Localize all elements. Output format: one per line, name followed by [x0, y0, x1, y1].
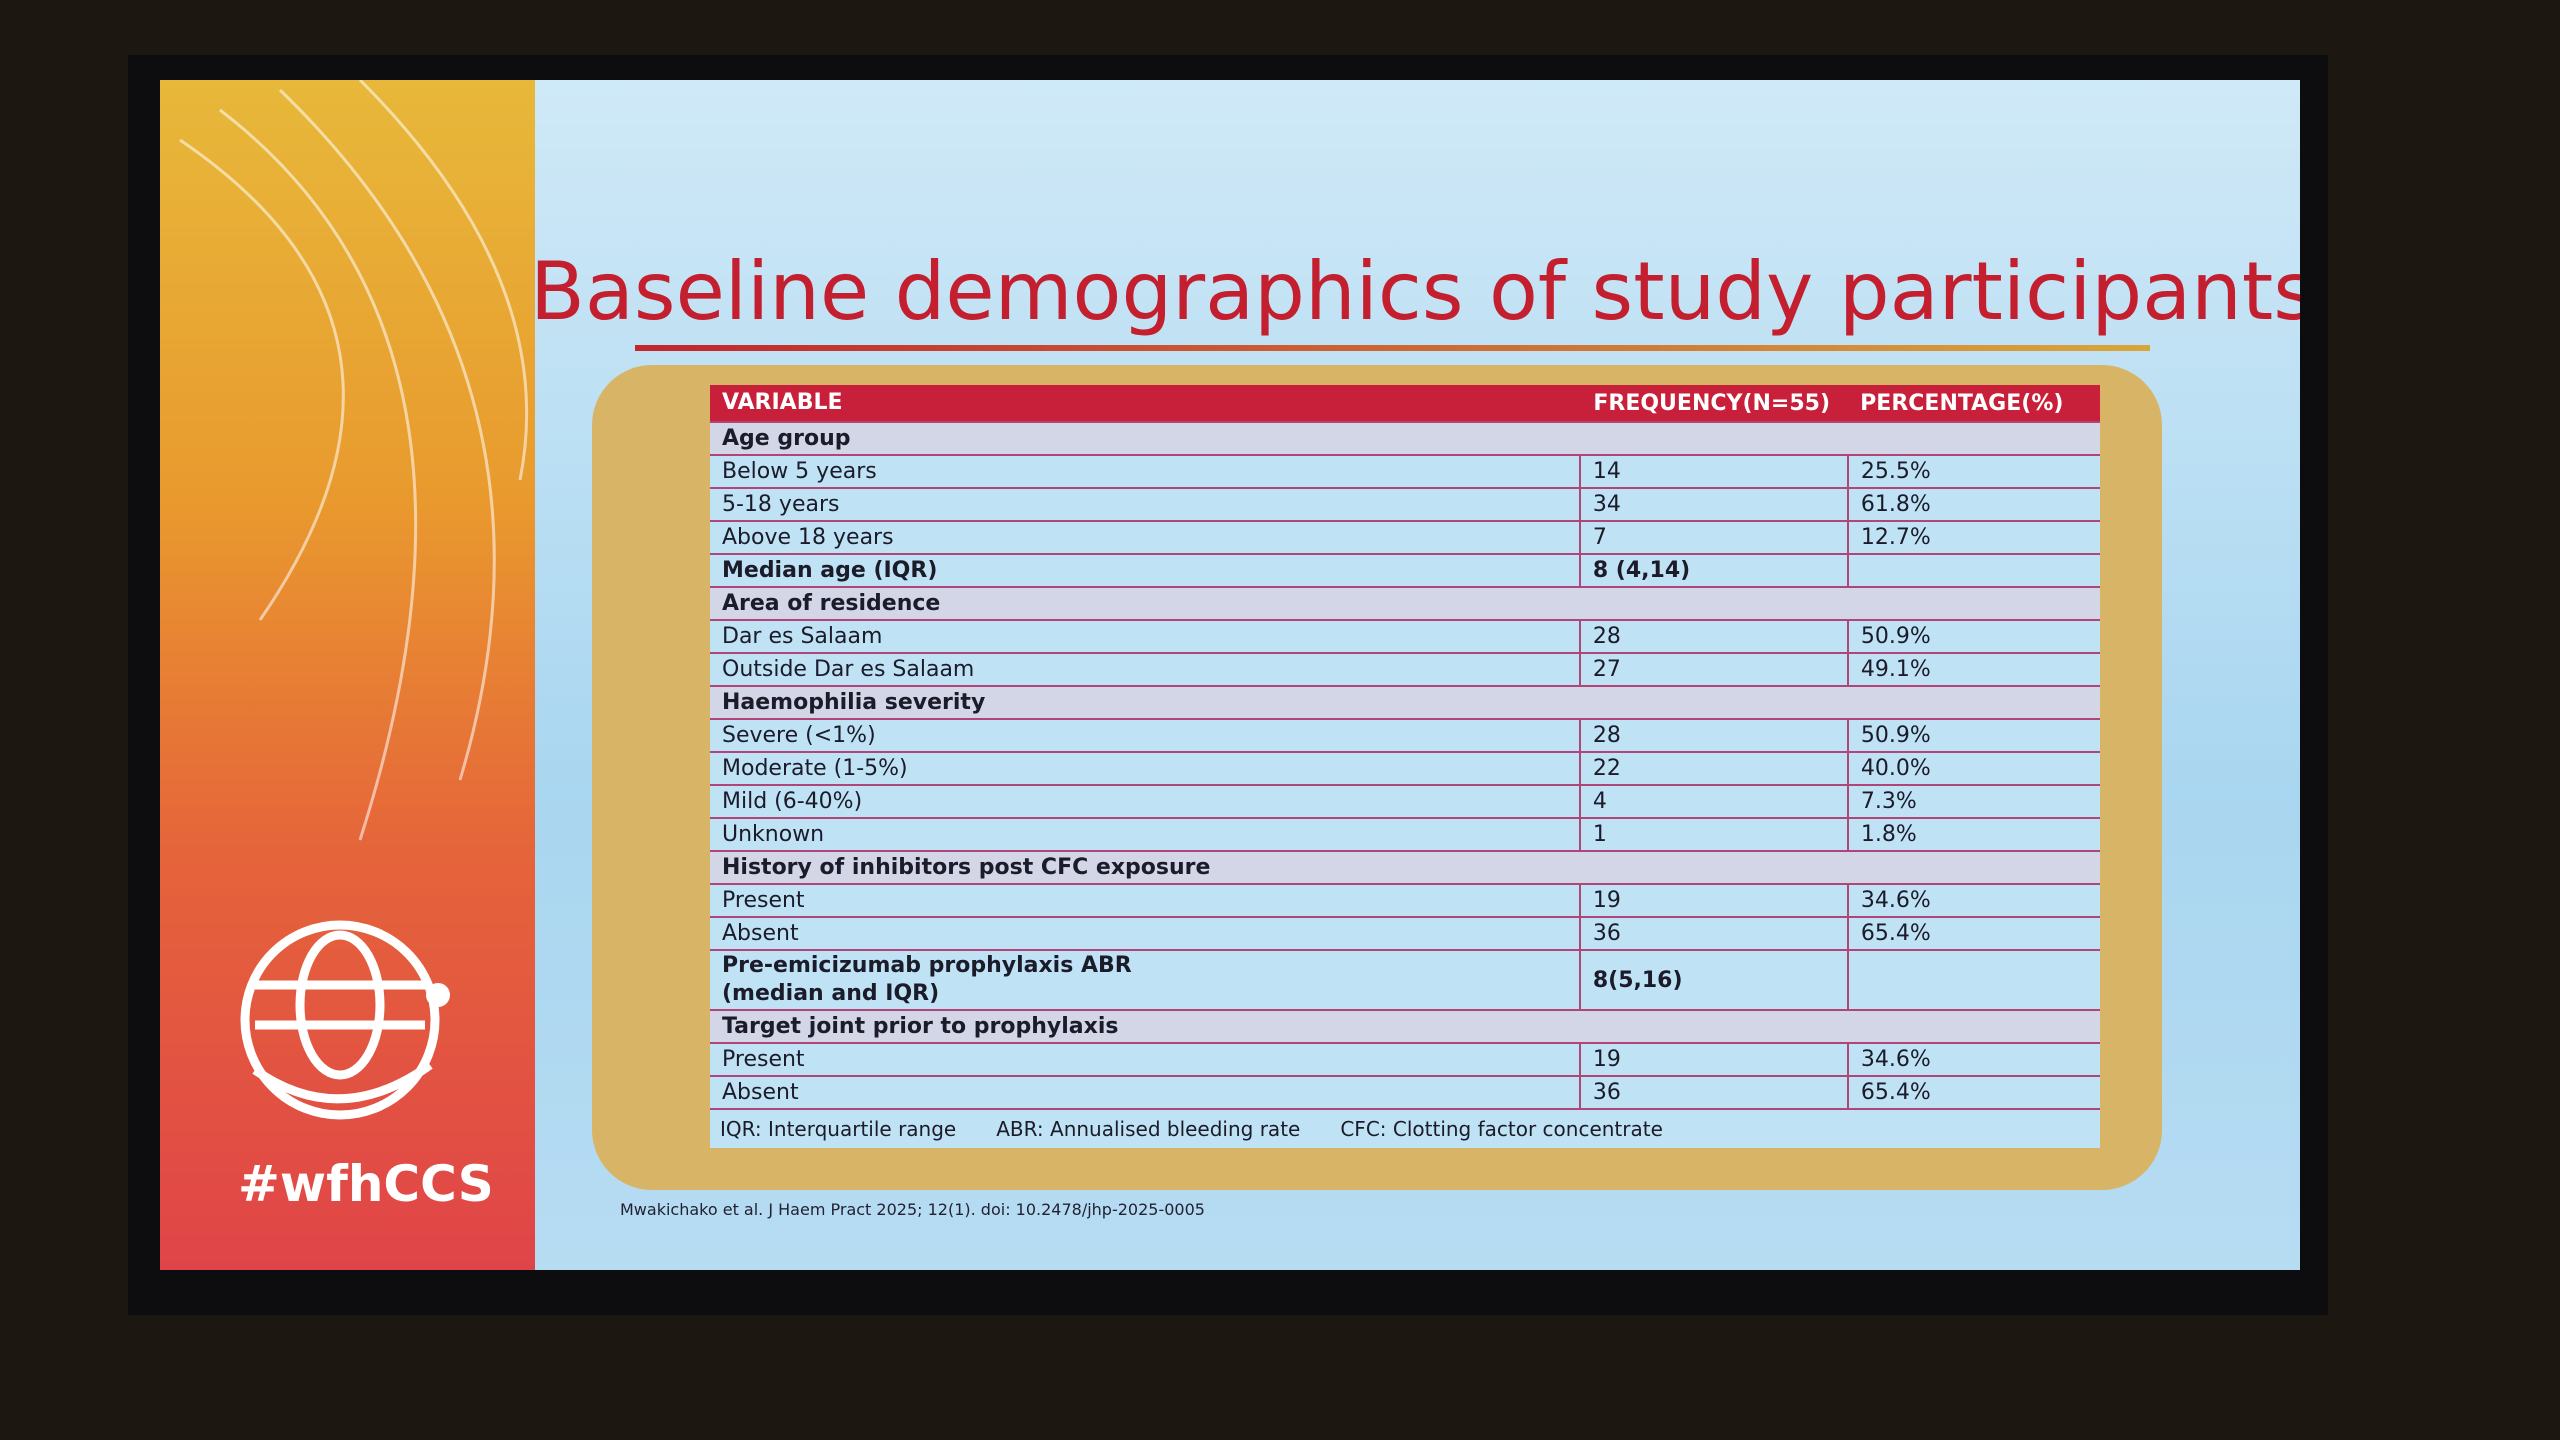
cell: 7: [1578, 522, 1847, 553]
cell: 65.4%: [1846, 918, 2100, 949]
table-row: 5-18 years 34 61.8%: [710, 489, 2100, 522]
decor: [179, 80, 529, 1120]
table-row: Mild (6-40%) 4 7.3%: [710, 786, 2100, 819]
cell: 5-18 years: [722, 491, 840, 517]
cell: Haemophilia severity: [722, 689, 986, 715]
table-row: Above 18 years 7 12.7%: [710, 522, 2100, 555]
cell: 22: [1578, 753, 1847, 784]
cell: Unknown: [722, 821, 825, 847]
header-cell: PERCENTAGE(%): [1860, 390, 2064, 416]
cell: 19: [1578, 885, 1847, 916]
cell: 40.0%: [1846, 753, 2100, 784]
cell: 12.7%: [1846, 522, 2100, 553]
table-row: Area of residence: [710, 588, 2100, 621]
table-row: Age group: [710, 423, 2100, 456]
notes: IQR: Interquartile range ABR: Annualised …: [710, 1110, 2100, 1148]
table-row: Present 19 34.6%: [710, 1044, 2100, 1077]
header-cell: VARIABLE: [722, 390, 843, 415]
table-row: Pre-emicizumab prophylaxis ABR (median a…: [710, 951, 2100, 1011]
note: ABR: Annualised bleeding rate: [996, 1117, 1301, 1141]
table-row: Absent 36 65.4%: [710, 1077, 2100, 1110]
note: IQR: Interquartile range: [720, 1117, 957, 1141]
cell: Area of residence: [722, 590, 941, 616]
cell: 14: [1578, 456, 1847, 487]
cell: 65.4%: [1846, 1077, 2100, 1108]
cell: Dar es Salaam: [722, 623, 883, 649]
cell: 27: [1578, 654, 1847, 685]
cell: Target joint prior to prophylaxis: [722, 1013, 1119, 1039]
cell: Mild (6-40%): [722, 788, 863, 814]
table-row: Below 5 years 14 25.5%: [710, 456, 2100, 489]
cell: 36: [1578, 1077, 1847, 1108]
cell: Present: [722, 887, 805, 913]
cell: 34.6%: [1846, 885, 2100, 916]
note: CFC: Clotting factor concentrate: [1340, 1117, 1663, 1141]
cell: History of inhibitors post CFC exposure: [722, 854, 1211, 880]
cell: Outside Dar es Salaam: [722, 656, 975, 682]
cell: 19: [1578, 1044, 1847, 1075]
cell: Age group: [722, 425, 851, 451]
table-row: Moderate (1-5%) 22 40.0%: [710, 753, 2100, 786]
table: VARIABLE FREQUENCY(N=55) PERCENTAGE(%) Age …: [710, 385, 2100, 1148]
cell: 49.1%: [1846, 654, 2100, 685]
cell: Absent: [722, 920, 799, 946]
brand: #wfhCCS: [238, 1155, 494, 1213]
cell: [1846, 951, 2100, 1009]
table-row: Median age (IQR) 8 (4,14): [710, 555, 2100, 588]
table-row: History of inhibitors post CFC exposure: [710, 852, 2100, 885]
rule: [635, 345, 2150, 351]
cell: 25.5%: [1846, 456, 2100, 487]
cell: 34: [1578, 489, 1847, 520]
table-row: Severe (<1%) 28 50.9%: [710, 720, 2100, 753]
table-row: Absent 36 65.4%: [710, 918, 2100, 951]
cell: Severe (<1%): [722, 722, 876, 748]
table-row: Present 19 34.6%: [710, 885, 2100, 918]
citation: Mwakichako et al. J Haem Pract 2025; 12(…: [620, 1200, 1205, 1219]
cell: 7.3%: [1846, 786, 2100, 817]
cell: Moderate (1-5%): [722, 755, 908, 781]
cell: Absent: [722, 1079, 799, 1105]
header-row: VARIABLE FREQUENCY(N=55) PERCENTAGE(%): [710, 385, 2100, 423]
table-row: Dar es Salaam 28 50.9%: [710, 621, 2100, 654]
cell: 34.6%: [1846, 1044, 2100, 1075]
cell: Below 5 years: [722, 458, 877, 484]
side-panel: #wfhCCS: [160, 80, 535, 1270]
header-cell: FREQUENCY(N=55): [1593, 390, 1831, 416]
slide: #wfhCCS Baseline demographics of study p…: [160, 80, 2300, 1270]
cell: 36: [1578, 918, 1847, 949]
cell: Pre-emicizumab prophylaxis ABR (median a…: [722, 953, 1132, 1006]
cell: 1.8%: [1846, 819, 2100, 850]
cell: 28: [1578, 621, 1847, 652]
table-row: Unknown 1 1.8%: [710, 819, 2100, 852]
cell: 50.9%: [1846, 720, 2100, 751]
cell: 50.9%: [1846, 621, 2100, 652]
cell: 4: [1578, 786, 1847, 817]
table-row: Outside Dar es Salaam 27 49.1%: [710, 654, 2100, 687]
cell: 28: [1578, 720, 1847, 751]
cell: Above 18 years: [722, 524, 894, 550]
cell: 8(5,16): [1578, 951, 1847, 1009]
cell: 1: [1578, 819, 1847, 850]
title: Baseline demographics of study participa…: [530, 245, 2300, 338]
table-row: Haemophilia severity: [710, 687, 2100, 720]
table-row: Target joint prior to prophylaxis: [710, 1011, 2100, 1044]
cell: Present: [722, 1046, 805, 1072]
cell: [1846, 555, 2100, 586]
cell: 8 (4,14): [1578, 555, 1847, 586]
cell: 61.8%: [1846, 489, 2100, 520]
cell: Median age (IQR): [722, 557, 938, 583]
